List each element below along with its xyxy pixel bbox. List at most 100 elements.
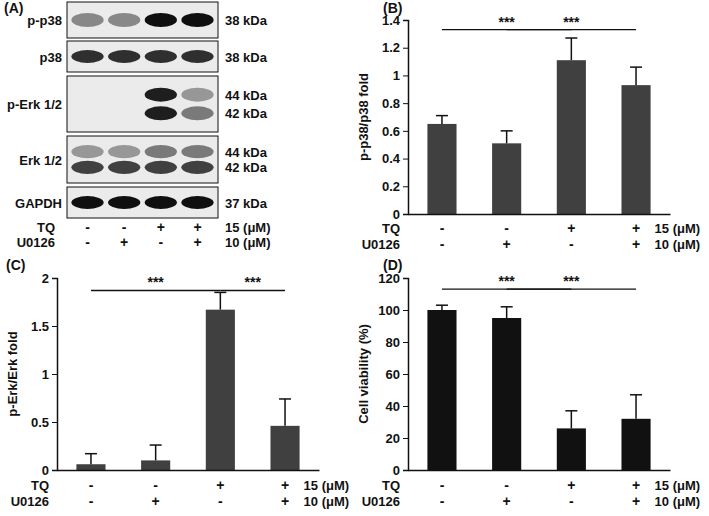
blot-band (145, 196, 177, 209)
kda-label: 38 kDa (225, 13, 268, 28)
y-axis: 00.20.40.60.811.21.4 (382, 13, 409, 222)
y-tick-label: 0 (393, 207, 400, 222)
blot-row: GAPDH37 kDa (15, 187, 268, 218)
kda-label: 44 kDa (225, 145, 268, 160)
y-axis-line (403, 21, 409, 215)
condition-name: U0126 (362, 494, 400, 509)
blot-band (181, 13, 213, 27)
y-tick-mark (403, 75, 408, 76)
y-tick-label: 0 (393, 463, 400, 478)
condition-sign: + (216, 477, 224, 493)
bar (427, 124, 456, 214)
blot-band (181, 161, 213, 174)
condition-name: U0126 (11, 494, 49, 509)
bar-panel: 020406080100120Cell viability (%)(D)****… (356, 257, 700, 509)
y-tick: 40 (386, 399, 408, 414)
kda-label: 38 kDa (225, 50, 268, 65)
condition-sign: - (89, 477, 94, 493)
blot-band (181, 88, 213, 102)
blot-band (71, 106, 103, 120)
bar (427, 310, 456, 470)
y-tick-mark (52, 374, 57, 375)
y-tick-mark (403, 278, 408, 279)
bar (621, 85, 650, 214)
blot-band (181, 145, 213, 158)
error-bar (630, 395, 642, 419)
y-tick-label: 80 (386, 335, 400, 350)
error-bar (501, 131, 513, 143)
y-tick: 60 (386, 367, 408, 382)
y-axis-title: p-p38/p38 fold (356, 73, 371, 161)
y-tick-label: 0.6 (382, 124, 400, 139)
condition-dose: 10 (μM) (655, 494, 701, 509)
condition-sign: + (632, 477, 640, 493)
plot-area (427, 38, 650, 214)
condition-sign: - (569, 236, 574, 252)
significance-label: *** (498, 273, 515, 289)
condition-sign: + (632, 236, 640, 252)
condition-name: TQ (382, 221, 400, 236)
bar (270, 426, 299, 470)
y-tick: 0.2 (382, 179, 408, 194)
blot-band (108, 50, 140, 63)
bar-panel: 00.511.52p-Erk/Erk fold(C)******TQ--++15… (5, 257, 349, 509)
kda-label: 44 kDa (225, 88, 268, 103)
condition-name: TQ (382, 478, 400, 493)
y-tick-label: 0.8 (382, 96, 400, 111)
y-tick-mark (403, 186, 408, 187)
y-tick-mark (52, 326, 57, 327)
condition-sign: - (89, 493, 94, 509)
condition-sign: - (504, 220, 509, 236)
y-tick: 1.2 (382, 40, 408, 55)
kda-label: 42 kDa (225, 106, 268, 121)
significance-label: *** (498, 14, 515, 30)
y-tick-mark (403, 20, 408, 21)
x-axis (409, 470, 671, 471)
condition-sign: - (85, 234, 90, 250)
x-axis-line (409, 470, 671, 472)
x-axis (58, 470, 320, 471)
x-axis-line (409, 214, 671, 216)
blot-band (145, 13, 177, 27)
condition-dose: 10 (μM) (304, 494, 350, 509)
kda-label: 42 kDa (225, 160, 268, 175)
plot-area (76, 292, 299, 470)
y-tick: 0.6 (382, 124, 408, 139)
error-bar (436, 116, 448, 124)
condition-sign: + (503, 493, 511, 509)
y-axis-line (403, 279, 409, 471)
blot-band (71, 161, 103, 174)
bar (557, 60, 586, 214)
y-tick-mark (403, 342, 408, 343)
blot-band (108, 196, 140, 209)
condition-sign: + (503, 236, 511, 252)
y-tick: 100 (378, 303, 408, 318)
figure: (A)p-p3838 kDap3838 kDap-Erk 1/244 kDa42… (0, 0, 709, 516)
y-axis-line (52, 279, 58, 471)
blot-band (145, 161, 177, 174)
y-axis: 020406080100120 (378, 271, 408, 478)
y-tick-mark (403, 374, 408, 375)
condition-sign: + (281, 477, 289, 493)
y-tick-mark (403, 310, 408, 311)
blot-band (108, 13, 140, 27)
y-tick-label: 1 (42, 367, 49, 382)
error-bar (85, 454, 97, 465)
condition-dose: 15 (μM) (655, 478, 701, 493)
y-tick-mark (403, 406, 408, 407)
y-axis: 00.511.52 (31, 271, 58, 478)
blot-band (181, 196, 213, 209)
y-axis-title: Cell viability (%) (356, 324, 371, 424)
significance-label: *** (147, 274, 164, 290)
blot-band (145, 88, 177, 102)
blot-label: Erk 1/2 (19, 153, 62, 168)
error-bar (630, 67, 642, 85)
condition-dose: 10 (μM) (655, 237, 701, 252)
condition-sign: + (567, 477, 575, 493)
y-tick-label: 20 (386, 431, 400, 446)
y-tick-label: 60 (386, 367, 400, 382)
condition-name: TQ (31, 478, 49, 493)
blot-band (108, 88, 140, 102)
condition-sign: + (120, 234, 128, 250)
significance-label: *** (245, 274, 262, 290)
